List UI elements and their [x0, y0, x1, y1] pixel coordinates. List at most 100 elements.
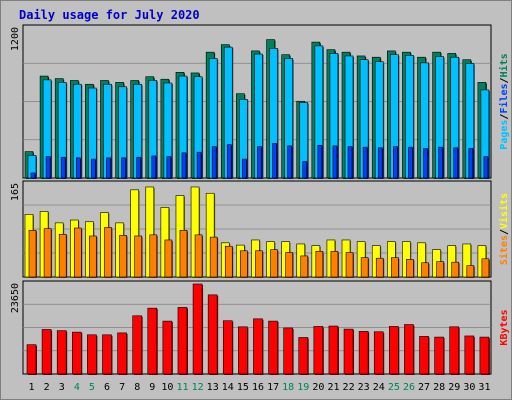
- x-tick-label: 12: [192, 382, 204, 393]
- kbytes-bar: [192, 283, 204, 375]
- pages-bar: [468, 148, 474, 179]
- legend-hits: Hits: [498, 53, 510, 77]
- sites-bar-fill: [179, 229, 188, 278]
- kbytes-bar: [71, 331, 83, 375]
- sites-bar: [406, 259, 415, 278]
- kbytes-bar-fill: [71, 331, 82, 375]
- pages-bar: [377, 147, 384, 179]
- sites-bar-fill: [285, 252, 293, 278]
- pages-bar: [287, 145, 293, 179]
- sites-bar-fill: [330, 251, 339, 278]
- x-tick-label: 25: [388, 382, 400, 393]
- kbytes-bar: [434, 336, 445, 375]
- kbytes-bar-fill: [328, 325, 339, 375]
- x-tick-label: 2: [44, 382, 50, 393]
- sites-bar: [421, 262, 430, 278]
- sites-bar: [436, 261, 445, 278]
- kbytes-bar-fill: [434, 336, 444, 375]
- kbytes-bar-fill: [177, 307, 188, 375]
- pages-bar: [75, 157, 82, 179]
- pages-bar: [317, 144, 323, 179]
- x-tick-label: 9: [149, 382, 155, 393]
- sites-bar-fill: [73, 227, 82, 278]
- pages-bar-fill: [60, 156, 66, 179]
- pages-bar-fill: [332, 145, 338, 179]
- pages-bar-fill: [242, 158, 247, 179]
- sites-bar: [240, 250, 249, 278]
- pages-bar: [211, 146, 218, 179]
- sites-bar: [194, 234, 204, 278]
- kbytes-bar: [283, 327, 294, 375]
- x-tick-label: 11: [176, 382, 188, 393]
- x-tick-label: 14: [222, 382, 234, 393]
- kbytes-bar-fill: [298, 337, 309, 375]
- sites-bar-fill: [300, 255, 309, 278]
- pages-bar-fill: [438, 146, 443, 179]
- sites-bar-fill: [270, 249, 278, 278]
- sites-bar: [209, 236, 219, 278]
- kbytes-bar-fill: [162, 320, 173, 375]
- x-tick-label: 17: [267, 382, 279, 393]
- sites-bar: [73, 227, 83, 278]
- kbytes-bar: [177, 307, 188, 375]
- pages-bar: [408, 146, 414, 179]
- pages-bar-fill: [121, 157, 126, 179]
- sites-bar-fill: [89, 235, 97, 278]
- sites-bar-fill: [406, 259, 414, 278]
- pages-bar: [362, 146, 369, 179]
- legend-visits: Visits: [498, 193, 510, 229]
- x-tick-label: 22: [343, 382, 355, 393]
- pages-bar-fill: [106, 157, 111, 179]
- x-tick-label: 19: [297, 382, 309, 393]
- legend-separator: /: [499, 229, 510, 235]
- sites-bar-fill: [164, 239, 173, 278]
- graph-title: Daily usage for July 2020: [19, 8, 200, 22]
- pages-bar-fill: [468, 148, 474, 179]
- sites-bar: [104, 227, 113, 278]
- sites-bar-fill: [345, 252, 354, 278]
- kbytes-bar: [222, 320, 234, 375]
- kbytes-bar-fill: [404, 324, 414, 375]
- sites-bar-fill: [104, 227, 112, 278]
- pages-bar-fill: [257, 146, 262, 179]
- sites-bar: [285, 252, 294, 278]
- kbytes-bar: [41, 329, 53, 375]
- x-tick-label: 15: [237, 382, 249, 393]
- pages-bar-fill: [453, 147, 459, 179]
- sites-bar-fill: [451, 261, 460, 278]
- sites-bar: [28, 229, 37, 278]
- sites-bar-fill: [391, 257, 399, 278]
- kbytes-bar-fill: [419, 336, 429, 375]
- x-tick-label: 10: [161, 382, 173, 393]
- pages-bar: [136, 156, 142, 179]
- y-max-label-visits: 165: [10, 183, 21, 201]
- kbytes-bar-fill: [268, 320, 278, 375]
- x-tick-label: 18: [282, 382, 294, 393]
- kbytes-bar: [207, 294, 219, 375]
- x-tick-label: 4: [74, 382, 80, 393]
- kbytes-bar-fill: [117, 332, 127, 375]
- kbytes-bar: [343, 328, 355, 375]
- kbytes-bar: [238, 326, 249, 375]
- pages-bar-fill: [287, 145, 292, 179]
- x-tick-label: 24: [373, 382, 385, 393]
- kbytes-bar: [253, 318, 264, 375]
- kbytes-bar: [373, 331, 385, 375]
- kbytes-bar: [419, 336, 430, 375]
- pages-bar: [423, 148, 429, 179]
- legend-pages: Pages: [499, 120, 510, 150]
- legend-kbytes: KBytes: [499, 309, 510, 345]
- x-tick-label: 21: [327, 382, 339, 393]
- pages-bar-fill: [30, 172, 36, 179]
- sites-bar-fill: [58, 233, 67, 278]
- y-max-label-kbytes: 23650: [10, 283, 21, 313]
- kbytes-bar-fill: [41, 329, 52, 375]
- kbytes-bar-fill: [358, 331, 369, 375]
- pages-bar: [453, 147, 459, 179]
- pages-bar-fill: [272, 143, 277, 179]
- kbytes-bar-fill: [313, 326, 324, 375]
- x-tick-label: 23: [358, 382, 370, 393]
- kbytes-bar-fill: [102, 334, 112, 375]
- pages-bar: [181, 152, 187, 179]
